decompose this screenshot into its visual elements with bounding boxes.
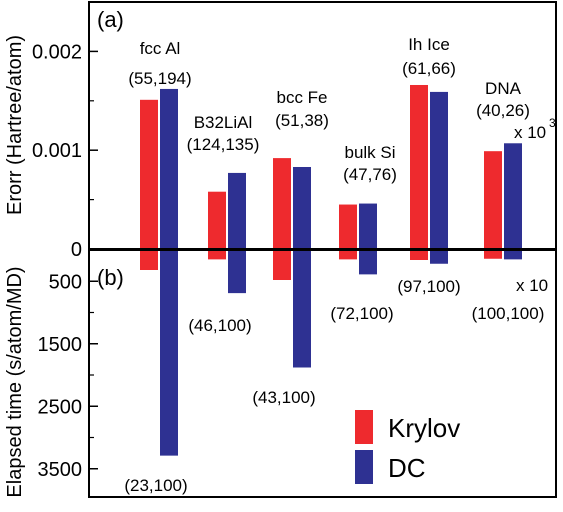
chart-frames bbox=[88, 1, 557, 498]
legend-swatch-krylov bbox=[355, 410, 373, 444]
annotation-b-0: (23,100) bbox=[124, 476, 187, 495]
ytick-label-a-1: 0.001 bbox=[32, 140, 82, 162]
annotation-b-4: (97,100) bbox=[397, 277, 460, 296]
annotation-a-0: (55,194) bbox=[128, 69, 191, 88]
bar-a-krylov-4 bbox=[410, 84, 428, 249]
bar-b-krylov-1 bbox=[208, 250, 226, 260]
annotation-b-1: (46,100) bbox=[188, 316, 251, 335]
bar-b-krylov-3 bbox=[339, 250, 357, 260]
bar-b-dc-5 bbox=[504, 250, 522, 260]
bar-a-krylov-1 bbox=[208, 191, 226, 249]
category-label-3: bulk Si bbox=[344, 143, 395, 162]
annotation-b-2: (43,100) bbox=[252, 388, 315, 407]
bar-b-krylov-4 bbox=[410, 250, 428, 260]
ytick-label-a-0: 0 bbox=[71, 239, 82, 261]
ytick-label-b-3: 3500 bbox=[38, 459, 83, 481]
category-label-1: B32LiAl bbox=[194, 113, 253, 132]
ylabel-a: Erorr (Hartree/atom) bbox=[4, 35, 26, 215]
chart-marks bbox=[140, 84, 522, 484]
annotation-a-5: (40,26) bbox=[476, 101, 530, 120]
bar-b-dc-4 bbox=[430, 250, 448, 264]
annotation-a-3: (47,76) bbox=[343, 165, 397, 184]
ytick-label-a-2: 0.002 bbox=[32, 41, 82, 63]
legend-label-krylov: Krylov bbox=[388, 413, 460, 443]
annotation-a-4: (61,66) bbox=[402, 59, 456, 78]
bar-b-krylov-2 bbox=[273, 250, 291, 280]
bar-b-dc-0 bbox=[160, 250, 178, 456]
bar-a-krylov-3 bbox=[339, 204, 357, 249]
multiplier-b: x 10 bbox=[516, 276, 548, 295]
multiplier-a: x 10 bbox=[514, 123, 546, 142]
legend-swatch-dc bbox=[355, 450, 373, 484]
bar-a-dc-0 bbox=[160, 88, 178, 249]
annotation-b-5: (100,100) bbox=[472, 304, 545, 323]
panel-b-frame bbox=[88, 249, 557, 498]
bar-a-dc-3 bbox=[359, 203, 377, 249]
category-label-4: Ih Ice bbox=[408, 35, 450, 54]
panel-label-b: (b) bbox=[97, 265, 124, 290]
ytick-label-b-2: 2500 bbox=[38, 396, 83, 418]
ytick-label-b-1: 1500 bbox=[38, 334, 83, 356]
bar-b-dc-3 bbox=[359, 250, 377, 275]
bar-b-krylov-0 bbox=[140, 250, 158, 270]
bar-a-krylov-5 bbox=[484, 151, 502, 249]
panel-label-a: (a) bbox=[97, 7, 124, 32]
bar-a-dc-1 bbox=[228, 172, 246, 249]
bar-a-dc-2 bbox=[293, 166, 311, 249]
category-label-2: bcc Fe bbox=[276, 88, 327, 107]
chart-texts: 0 0.001 0.002 500 1500 2500 3500 Erorr (Hartree… bbox=[4, 7, 556, 498]
category-label-5: DNA bbox=[485, 79, 522, 98]
ylabel-b: Elapsed time (s/atom/MD) bbox=[4, 266, 26, 497]
bar-b-dc-1 bbox=[228, 250, 246, 294]
legend-label-dc: DC bbox=[388, 453, 426, 483]
ytick-label-b-0: 500 bbox=[49, 271, 82, 293]
bar-a-dc-5 bbox=[504, 143, 522, 249]
bar-a-krylov-0 bbox=[140, 99, 158, 249]
bar-a-krylov-2 bbox=[273, 158, 291, 249]
bar-a-dc-4 bbox=[430, 91, 448, 250]
category-label-0: fcc Al bbox=[140, 39, 181, 58]
annotation-b-3: (72,100) bbox=[330, 304, 393, 323]
bar-b-krylov-5 bbox=[484, 250, 502, 259]
annotation-a-2: (51,38) bbox=[275, 111, 329, 130]
multiplier-a-exponent: 3 bbox=[549, 116, 556, 130]
bar-b-dc-2 bbox=[293, 250, 311, 368]
annotation-a-1: (124,135) bbox=[187, 135, 260, 154]
